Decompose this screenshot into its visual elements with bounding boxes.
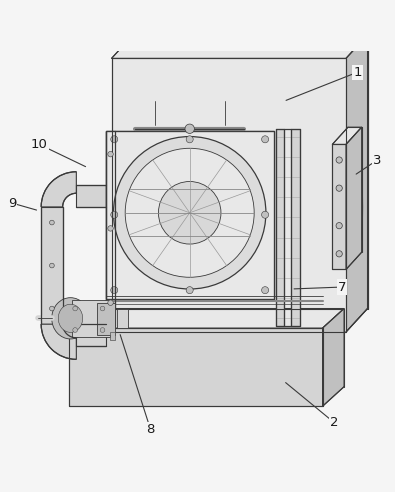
Bar bbox=[105, 131, 274, 299]
Polygon shape bbox=[346, 35, 367, 332]
Polygon shape bbox=[76, 185, 105, 207]
Polygon shape bbox=[41, 172, 76, 207]
Polygon shape bbox=[111, 59, 346, 332]
Circle shape bbox=[49, 306, 54, 311]
Polygon shape bbox=[332, 144, 346, 270]
Circle shape bbox=[261, 287, 269, 294]
Ellipse shape bbox=[52, 298, 89, 339]
Polygon shape bbox=[76, 324, 105, 346]
Circle shape bbox=[49, 263, 54, 268]
Circle shape bbox=[100, 306, 105, 311]
Circle shape bbox=[186, 136, 193, 143]
Circle shape bbox=[108, 226, 113, 231]
Polygon shape bbox=[276, 129, 284, 326]
Circle shape bbox=[185, 124, 194, 133]
Text: 10: 10 bbox=[31, 138, 48, 151]
Polygon shape bbox=[105, 131, 115, 326]
Circle shape bbox=[336, 157, 342, 163]
Circle shape bbox=[73, 328, 77, 333]
Polygon shape bbox=[111, 35, 367, 59]
Bar bbox=[117, 309, 128, 328]
Circle shape bbox=[100, 328, 105, 333]
Ellipse shape bbox=[58, 304, 83, 333]
Circle shape bbox=[111, 211, 118, 218]
Polygon shape bbox=[105, 131, 274, 299]
Polygon shape bbox=[323, 308, 344, 406]
Bar bbox=[72, 300, 109, 337]
Text: 9: 9 bbox=[8, 196, 16, 210]
Circle shape bbox=[125, 148, 254, 277]
Bar bbox=[97, 304, 115, 335]
Circle shape bbox=[158, 182, 221, 244]
Circle shape bbox=[108, 152, 113, 157]
Text: 3: 3 bbox=[373, 154, 382, 166]
Bar bbox=[105, 131, 274, 299]
Polygon shape bbox=[332, 127, 362, 144]
Polygon shape bbox=[68, 328, 323, 406]
Circle shape bbox=[111, 287, 118, 294]
Ellipse shape bbox=[345, 154, 363, 260]
Circle shape bbox=[336, 185, 342, 191]
Circle shape bbox=[261, 136, 269, 143]
Circle shape bbox=[336, 222, 342, 229]
Circle shape bbox=[261, 211, 269, 218]
Text: 8: 8 bbox=[147, 423, 155, 436]
Circle shape bbox=[186, 287, 193, 294]
Text: 2: 2 bbox=[330, 416, 339, 429]
Bar bbox=[117, 142, 262, 287]
Text: 7: 7 bbox=[338, 280, 346, 294]
Polygon shape bbox=[41, 207, 63, 324]
Text: 1: 1 bbox=[354, 65, 362, 79]
Circle shape bbox=[49, 220, 54, 225]
Polygon shape bbox=[346, 127, 362, 270]
Polygon shape bbox=[291, 129, 300, 326]
Polygon shape bbox=[68, 308, 344, 328]
Circle shape bbox=[336, 251, 342, 257]
Circle shape bbox=[108, 300, 113, 306]
Bar bbox=[109, 332, 115, 340]
Circle shape bbox=[113, 137, 266, 289]
Circle shape bbox=[73, 306, 77, 311]
Polygon shape bbox=[133, 35, 367, 308]
Polygon shape bbox=[41, 324, 76, 359]
Circle shape bbox=[111, 136, 118, 143]
